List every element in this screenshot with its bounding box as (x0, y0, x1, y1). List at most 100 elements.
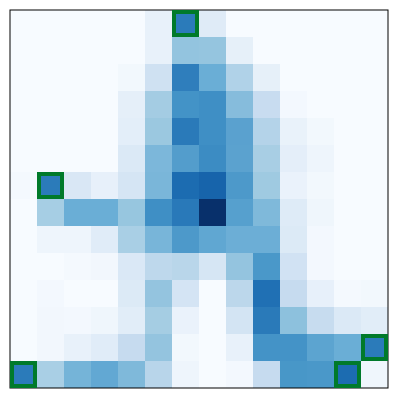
grid-cell[interactable] (226, 37, 253, 64)
grid-cell[interactable] (118, 37, 145, 64)
grid-cell[interactable] (253, 334, 280, 361)
grid-cell[interactable] (145, 334, 172, 361)
grid-cell[interactable] (37, 145, 64, 172)
grid-cell[interactable] (361, 91, 388, 118)
grid-cell[interactable] (118, 118, 145, 145)
grid-cell[interactable] (199, 334, 226, 361)
grid-cell[interactable] (226, 280, 253, 307)
grid-cell[interactable] (64, 118, 91, 145)
grid-cell[interactable] (91, 280, 118, 307)
grid-cell[interactable] (199, 91, 226, 118)
grid-cell[interactable] (64, 37, 91, 64)
grid-cell[interactable] (91, 253, 118, 280)
grid-cell[interactable] (280, 64, 307, 91)
grid-cell[interactable] (37, 253, 64, 280)
grid-cell[interactable] (280, 226, 307, 253)
grid-cell[interactable] (226, 226, 253, 253)
grid-cell[interactable] (172, 226, 199, 253)
grid-cell[interactable] (10, 334, 37, 361)
grid-cell[interactable] (334, 199, 361, 226)
grid-cell[interactable] (10, 226, 37, 253)
grid-cell[interactable] (361, 361, 388, 388)
grid-cell[interactable] (64, 226, 91, 253)
grid-cell[interactable] (361, 199, 388, 226)
grid-cell[interactable] (253, 226, 280, 253)
grid-cell[interactable] (334, 10, 361, 37)
grid-cell[interactable] (64, 199, 91, 226)
grid-cell[interactable] (199, 118, 226, 145)
grid-cell[interactable] (64, 172, 91, 199)
grid-cell[interactable] (307, 280, 334, 307)
grid-cell[interactable] (118, 172, 145, 199)
grid-cell[interactable] (307, 199, 334, 226)
grid-cell[interactable] (334, 37, 361, 64)
grid-cell[interactable] (334, 118, 361, 145)
grid-cell[interactable] (226, 118, 253, 145)
grid-cell[interactable] (334, 334, 361, 361)
grid-cell[interactable] (361, 10, 388, 37)
grid-cell[interactable] (226, 10, 253, 37)
grid-cell[interactable] (172, 172, 199, 199)
grid-cell[interactable] (307, 37, 334, 64)
grid-cell[interactable] (253, 118, 280, 145)
grid-cell[interactable] (307, 226, 334, 253)
grid-cell[interactable] (226, 307, 253, 334)
grid-cell[interactable] (10, 280, 37, 307)
grid-cell[interactable] (280, 118, 307, 145)
grid-cell[interactable] (253, 199, 280, 226)
grid-cell[interactable] (253, 280, 280, 307)
grid-cell[interactable] (91, 172, 118, 199)
grid-cell[interactable] (64, 280, 91, 307)
grid-cell[interactable] (145, 64, 172, 91)
grid-cell[interactable] (172, 64, 199, 91)
grid-cell[interactable] (10, 361, 37, 388)
grid-cell[interactable] (361, 118, 388, 145)
grid-cell[interactable] (64, 253, 91, 280)
grid-cell[interactable] (37, 226, 64, 253)
grid-cell[interactable] (307, 118, 334, 145)
grid-cell[interactable] (361, 64, 388, 91)
grid-cell[interactable] (91, 361, 118, 388)
grid-cell[interactable] (199, 307, 226, 334)
grid-cell[interactable] (91, 145, 118, 172)
grid-cell[interactable] (118, 280, 145, 307)
grid-cell[interactable] (10, 118, 37, 145)
grid-cell[interactable] (10, 172, 37, 199)
grid-cell[interactable] (334, 361, 361, 388)
grid-cell[interactable] (118, 10, 145, 37)
grid-cell[interactable] (118, 307, 145, 334)
grid-cell[interactable] (64, 64, 91, 91)
grid-cell[interactable] (145, 280, 172, 307)
grid-cell[interactable] (280, 145, 307, 172)
grid-cell[interactable] (199, 64, 226, 91)
grid-cell[interactable] (37, 280, 64, 307)
grid-cell[interactable] (37, 10, 64, 37)
grid-cell[interactable] (91, 199, 118, 226)
grid-cell[interactable] (307, 307, 334, 334)
grid-cell[interactable] (280, 10, 307, 37)
grid-cell[interactable] (280, 172, 307, 199)
grid-cell[interactable] (334, 91, 361, 118)
grid-cell[interactable] (145, 118, 172, 145)
grid-cell[interactable] (118, 199, 145, 226)
grid-cell[interactable] (145, 145, 172, 172)
grid-cell[interactable] (280, 199, 307, 226)
grid-cell[interactable] (361, 145, 388, 172)
grid-cell[interactable] (145, 199, 172, 226)
grid-cell[interactable] (10, 307, 37, 334)
grid-cell[interactable] (334, 253, 361, 280)
grid-cell[interactable] (361, 37, 388, 64)
grid-cell[interactable] (253, 172, 280, 199)
grid-cell[interactable] (307, 361, 334, 388)
grid-cell[interactable] (145, 307, 172, 334)
grid-cell[interactable] (172, 10, 199, 37)
grid-cell[interactable] (361, 280, 388, 307)
grid-cell[interactable] (253, 91, 280, 118)
grid-cell[interactable] (280, 253, 307, 280)
grid-cell[interactable] (118, 334, 145, 361)
grid-cell[interactable] (361, 307, 388, 334)
grid-cell[interactable] (280, 280, 307, 307)
grid-cell[interactable] (91, 226, 118, 253)
grid-cell[interactable] (361, 172, 388, 199)
grid-cell[interactable] (280, 334, 307, 361)
